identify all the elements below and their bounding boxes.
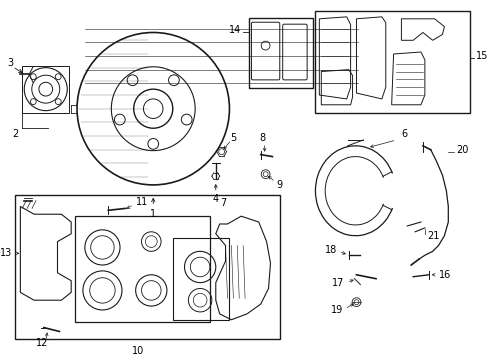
- Text: 2: 2: [12, 129, 19, 139]
- Text: 21: 21: [427, 231, 439, 241]
- Text: 15: 15: [476, 51, 488, 61]
- Text: 19: 19: [331, 305, 343, 315]
- Text: 3: 3: [7, 58, 14, 68]
- Text: 10: 10: [131, 346, 144, 356]
- Text: 13: 13: [0, 248, 13, 258]
- Text: 7: 7: [220, 198, 227, 208]
- Text: 6: 6: [401, 129, 407, 139]
- Text: 12: 12: [36, 338, 48, 348]
- Bar: [23, 66, 69, 113]
- Text: 5: 5: [230, 133, 237, 143]
- Text: 11: 11: [136, 198, 148, 207]
- Bar: [15, 195, 280, 339]
- Text: 8: 8: [260, 133, 266, 143]
- Bar: [75, 216, 210, 322]
- Text: 1: 1: [150, 209, 156, 219]
- Text: 14: 14: [229, 24, 241, 35]
- Text: 17: 17: [332, 278, 345, 288]
- Text: 9: 9: [276, 180, 282, 190]
- Bar: [173, 238, 229, 320]
- Text: 4: 4: [213, 194, 219, 204]
- Text: 20: 20: [456, 145, 468, 155]
- Text: 16: 16: [439, 270, 451, 280]
- Bar: [249, 18, 314, 88]
- Text: 18: 18: [325, 246, 337, 255]
- Bar: [316, 11, 470, 113]
